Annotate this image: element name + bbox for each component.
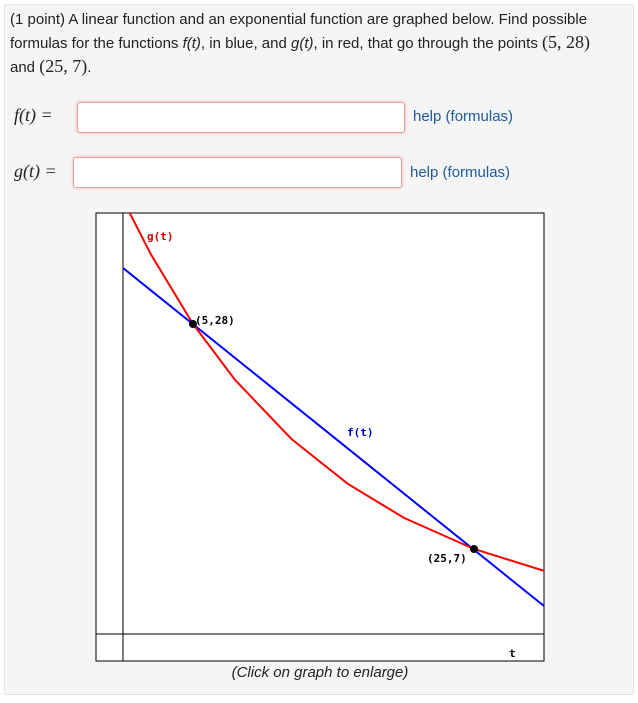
- exponential-curve: [128, 213, 544, 572]
- point: [189, 320, 197, 328]
- graph-label: (25,7): [427, 552, 467, 565]
- math: (25, 7): [39, 56, 88, 76]
- text: and: [10, 59, 40, 76]
- text: f(t): [182, 35, 201, 52]
- math: (5, 28): [542, 32, 590, 52]
- text: A linear function and an exponential fun…: [65, 11, 588, 28]
- text: g(t): [291, 35, 314, 52]
- answer-input[interactable]: [77, 102, 405, 133]
- help-link[interactable]: help (formulas): [410, 164, 511, 181]
- points: (1 point): [10, 11, 66, 28]
- problem-text: (1 point) A linear function and an expon…: [10, 8, 630, 79]
- graph-caption: (Click on graph to enlarge): [231, 664, 409, 681]
- graph-label: f(t): [347, 426, 374, 439]
- help-link[interactable]: help (formulas): [413, 108, 514, 125]
- answer-input[interactable]: [73, 157, 402, 188]
- graph-label: t: [509, 647, 516, 660]
- field-label: g(t) =: [14, 161, 57, 181]
- field-label: f(t) =: [14, 105, 53, 125]
- graph-label: g(t): [147, 230, 174, 243]
- text: , in blue, and: [200, 35, 291, 52]
- point: [470, 545, 478, 553]
- text: formulas for the functions: [10, 35, 183, 52]
- graph-frame: [95, 212, 545, 662]
- text: , in red, that go through the points: [313, 35, 542, 52]
- graph-label: (5,28): [195, 314, 235, 327]
- text: .: [87, 59, 92, 76]
